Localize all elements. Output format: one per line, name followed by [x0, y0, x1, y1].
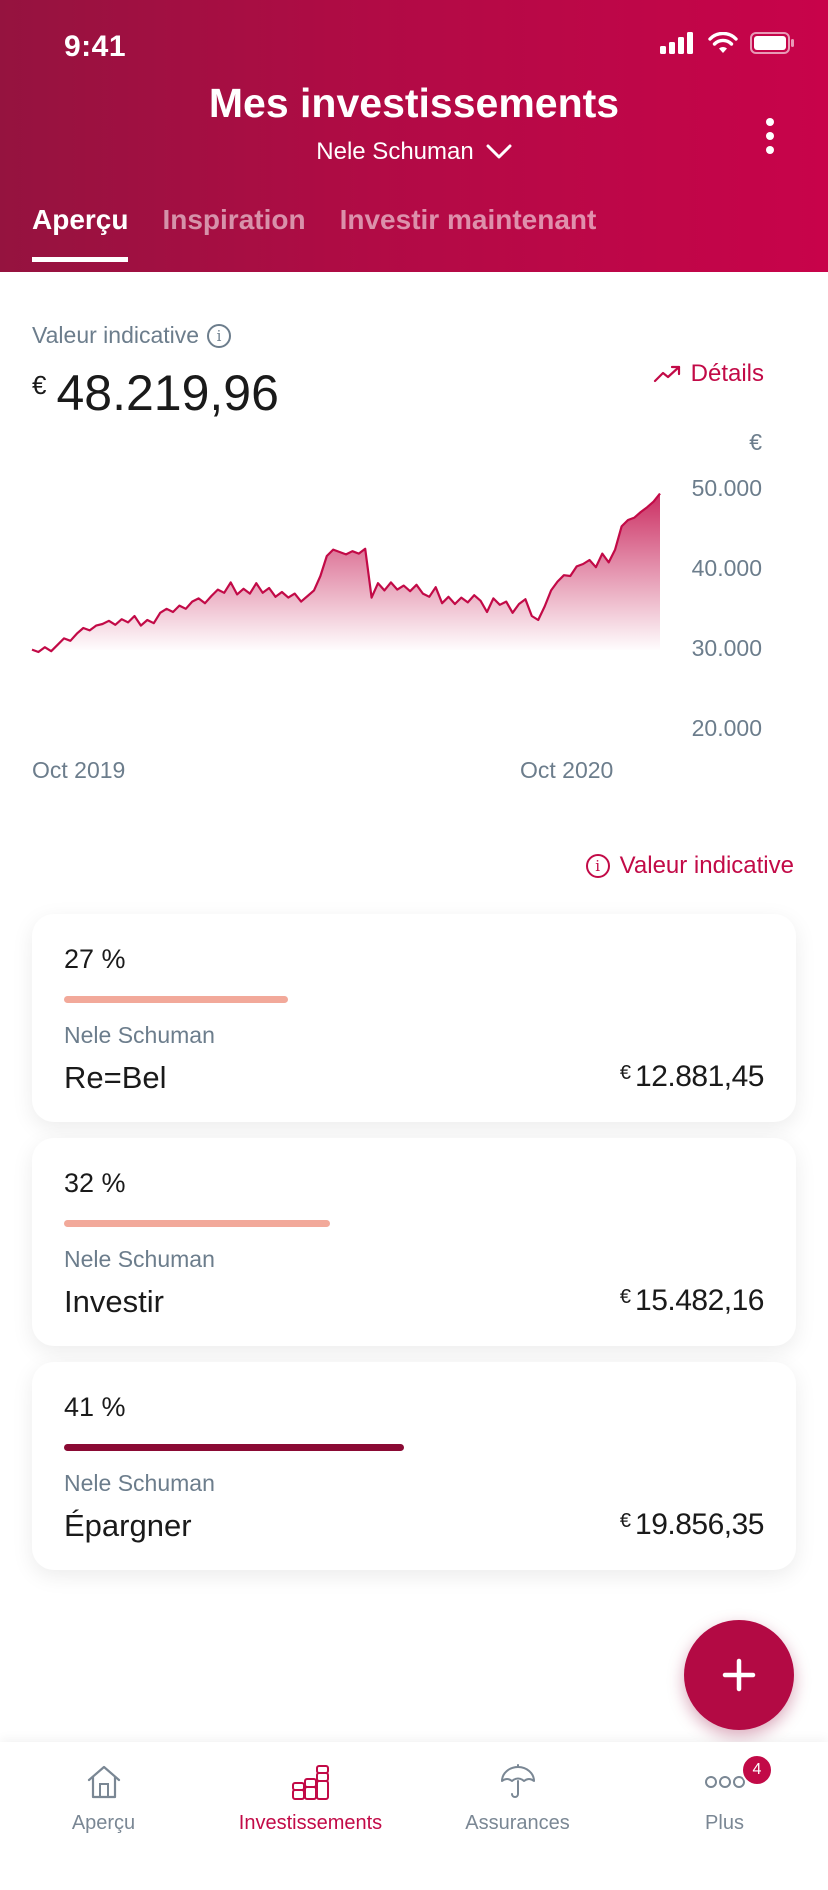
umbrella-icon — [500, 1764, 535, 1798]
product-card-investir[interactable]: 32 % Nele Schuman Investir € 15.482,16 — [32, 1138, 796, 1346]
wifi-icon — [708, 32, 738, 53]
tab-apercu[interactable]: Aperçu — [32, 204, 129, 262]
status-time: 9:41 — [64, 30, 127, 63]
header: 9:41 Mes investissements Nele Schuman Ap… — [0, 0, 828, 272]
info-icon: i — [585, 854, 610, 878]
card-percent: 27 % — [64, 944, 126, 974]
value-label: Valeur indicative i — [32, 322, 232, 349]
account-name: Nele Schuman — [316, 138, 474, 165]
nav-label: Investissements — [238, 1812, 383, 1834]
card-amount: € 12.881,45 — [619, 1060, 765, 1094]
currency-symbol: € — [32, 370, 47, 400]
more-menu-icon[interactable] — [764, 118, 776, 156]
product-card-rebel[interactable]: 27 % Nele Schuman Re=Bel € 12.881,45 — [32, 914, 796, 1122]
card-owner: Nele Schuman — [64, 1022, 215, 1048]
bottom-nav: Aperçu Investissements — [0, 1742, 828, 1890]
card-amount: € 15.482,16 — [619, 1284, 765, 1318]
battery-icon — [750, 32, 794, 54]
add-button[interactable] — [684, 1620, 794, 1730]
home-icon — [87, 1765, 120, 1799]
plus-icon — [722, 1658, 756, 1692]
y-tick-label: 50.000 — [692, 475, 762, 501]
y-tick-label: 20.000 — [692, 715, 762, 741]
x-tick-label: Oct 2020 — [520, 757, 613, 783]
status-icons — [660, 32, 796, 54]
card-amount-value: 19.856,35 — [635, 1508, 764, 1541]
account-selector[interactable]: Nele Schuman — [0, 138, 828, 166]
y-tick-label: 30.000 — [692, 635, 762, 661]
tab-bar: Aperçu Inspiration Investir maintenant — [32, 204, 596, 262]
card-owner: Nele Schuman — [64, 1470, 215, 1496]
more-icon — [704, 1776, 745, 1788]
chart-area — [32, 493, 660, 652]
card-amount: € 19.856,35 — [619, 1508, 765, 1542]
card-percent: 32 % — [64, 1168, 126, 1198]
info-icon[interactable]: i — [207, 323, 232, 348]
allocation-bar — [64, 1220, 330, 1227]
allocation-bar — [64, 1444, 404, 1451]
nav-item-assurances[interactable]: Assurances — [414, 1760, 621, 1835]
y-tick-label: 40.000 — [692, 555, 762, 581]
trend-up-icon — [653, 365, 680, 383]
nav-label: Plus — [705, 1812, 744, 1834]
card-product-name: Épargner — [64, 1508, 192, 1543]
card-product-name: Re=Bel — [64, 1060, 167, 1095]
chart-currency-label: € — [749, 429, 762, 455]
tab-investir-maintenant[interactable]: Investir maintenant — [339, 204, 597, 235]
allocation-bar — [64, 996, 288, 1003]
page-title: Mes investissements — [208, 80, 620, 126]
x-axis: Oct 2019 Oct 2020 — [32, 757, 613, 783]
valeur-indicative-label: Valeur indicative — [619, 852, 794, 879]
nav-label: Assurances — [465, 1812, 570, 1834]
nav-item-plus[interactable]: 4 Plus — [621, 1754, 828, 1835]
total-value: € 48.219,96 — [32, 364, 279, 422]
card-amount-value: 15.482,16 — [635, 1284, 764, 1317]
currency-symbol: € — [619, 1510, 632, 1532]
card-product-name: Investir — [64, 1284, 164, 1319]
currency-symbol: € — [619, 1062, 632, 1084]
card-amount-value: 12.881,45 — [635, 1060, 764, 1093]
coins-icon — [291, 1765, 329, 1800]
chart-line — [31, 492, 661, 654]
card-percent: 41 % — [64, 1392, 126, 1422]
nav-item-apercu[interactable]: Aperçu — [0, 1760, 207, 1835]
signal-icon — [660, 32, 693, 54]
chevron-down-icon — [486, 144, 512, 159]
total-value-amount: 48.219,96 — [56, 365, 279, 421]
card-owner: Nele Schuman — [64, 1246, 215, 1272]
notification-badge: 4 — [741, 1754, 773, 1786]
details-link[interactable]: Détails — [653, 360, 764, 388]
value-label-text: Valeur indicative — [32, 322, 200, 348]
currency-symbol: € — [619, 1286, 632, 1308]
x-tick-label: Oct 2019 — [32, 757, 125, 783]
valeur-indicative-info[interactable]: i Valeur indicative — [585, 852, 794, 880]
details-label: Détails — [690, 360, 764, 387]
tab-inspiration[interactable]: Inspiration — [162, 204, 306, 235]
product-card-epargner[interactable]: 41 % Nele Schuman Épargner € 19.856,35 — [32, 1362, 796, 1570]
nav-item-investissements[interactable]: Investissements — [207, 1760, 414, 1835]
y-axis: 50.000 40.000 30.000 20.000 — [692, 475, 762, 741]
nav-label: Aperçu — [71, 1812, 136, 1834]
